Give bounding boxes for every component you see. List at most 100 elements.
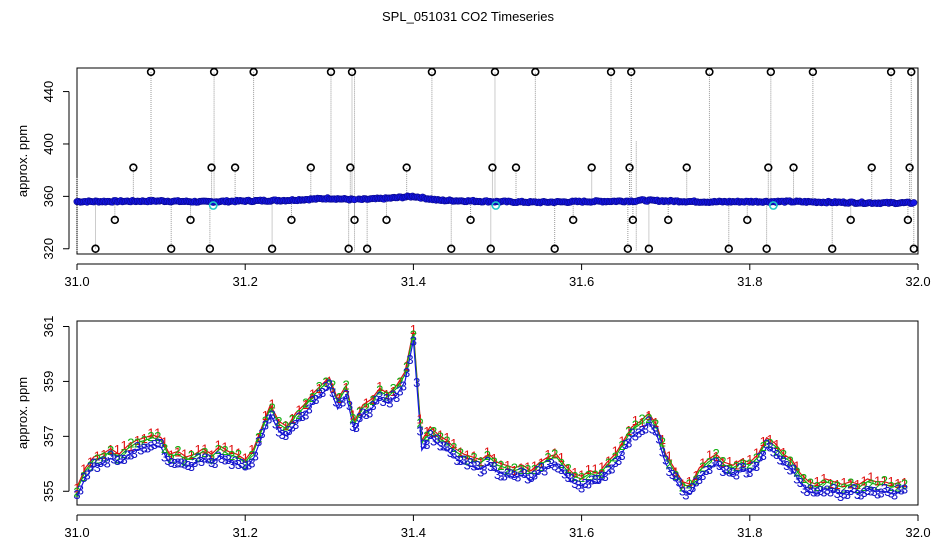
series-2-marker: 2 [511, 460, 518, 475]
series-1-marker: 1 [645, 408, 652, 423]
series-1-marker: 1 [558, 450, 565, 465]
series-2-marker: 2 [161, 441, 168, 456]
series-2-marker: 2 [524, 462, 531, 477]
series-3-marker: 3 [756, 450, 763, 465]
series-3-marker: 3 [221, 453, 228, 468]
series-2-marker: 2 [282, 418, 289, 433]
series-1-marker: 1 [356, 403, 363, 418]
series-3-marker: 3 [571, 476, 578, 491]
series-3-marker: 3 [649, 422, 656, 437]
series-2-marker: 2 [847, 476, 854, 491]
outlier-point [568, 215, 578, 225]
series-2-marker: 2 [477, 454, 484, 469]
series-2-marker: 2 [343, 377, 350, 392]
series-1-marker: 1 [242, 450, 249, 465]
series-1-marker: 1 [524, 460, 531, 475]
series-1-marker: 1 [147, 425, 154, 440]
series-2-marker: 2 [390, 381, 397, 396]
series-1-marker: 1 [820, 471, 827, 486]
series-3-marker: 3 [252, 449, 259, 464]
series-2-marker: 2 [194, 450, 201, 465]
series-1-marker: 1 [134, 433, 141, 448]
series-3-marker: 3 [457, 453, 464, 468]
outlier-point [846, 215, 855, 225]
series-3-marker: 3 [134, 439, 141, 454]
series-1-marker: 1 [268, 397, 275, 412]
series-3-marker: 3 [702, 463, 709, 478]
series-3-marker: 3 [797, 475, 804, 490]
series-3-marker: 3 [824, 483, 831, 498]
series-3-marker: 3 [491, 459, 498, 474]
series-3-marker: 3 [585, 477, 592, 492]
series-3-marker: 3 [534, 463, 541, 478]
top-x-tick-label: 31.0 [64, 274, 89, 289]
series-3-marker: 3 [568, 471, 575, 486]
series-2-marker: 2 [396, 374, 403, 389]
series-3-marker: 3 [231, 454, 238, 469]
series-3-marker: 3 [430, 434, 437, 449]
series-1-marker: 1 [161, 435, 168, 450]
outlier-point [110, 215, 120, 225]
outlier-point [743, 215, 752, 225]
series-3-marker: 3 [807, 482, 814, 497]
series-1-marker: 1 [840, 475, 847, 490]
bottom-panel: 31.0 31.2 31.4 31.6 31.8 32.0 355 357 359 361 appr… [15, 316, 931, 540]
series-1-marker: 1 [437, 427, 444, 442]
series-2-marker: 2 [87, 458, 94, 473]
series-3-marker: 3 [655, 432, 662, 447]
series-2-marker: 2 [800, 471, 807, 486]
series-2-marker: 2 [692, 473, 699, 488]
series-3-marker: 3 [635, 425, 642, 440]
series-1-marker: 1 [363, 396, 370, 411]
series-2-marker: 2 [867, 477, 874, 492]
series-3-marker: 3 [887, 485, 894, 500]
series-3-marker: 3 [706, 462, 713, 477]
series-1-marker: 1 [887, 474, 894, 489]
series-3-marker: 3 [753, 459, 760, 474]
series-3-marker: 3 [628, 425, 635, 440]
series-1-marker: 1 [827, 476, 834, 491]
series-3-marker: 3 [390, 388, 397, 403]
series-3-marker: 3 [87, 460, 94, 475]
series-3-marker: 3 [474, 458, 481, 473]
series-3-marker: 3 [440, 438, 447, 453]
series-3-marker: 3 [205, 451, 212, 466]
outlier-point [402, 163, 411, 172]
series-3-marker: 3 [531, 467, 538, 482]
series-2-marker: 2 [598, 466, 605, 481]
series-3-marker: 3 [686, 483, 693, 498]
series-2-marker: 2 [840, 480, 847, 495]
series-3-marker: 3 [602, 469, 609, 484]
series-1-marker: 1 [336, 391, 343, 406]
series-2-marker: 2 [773, 443, 780, 458]
series-3-marker: 3 [433, 432, 440, 447]
series-3-marker: 3 [679, 484, 686, 499]
outlier-point [762, 244, 771, 253]
series-3-marker: 3 [477, 465, 484, 480]
outlier-point [287, 215, 296, 225]
bottom-x-tick-label: 31.6 [569, 525, 594, 540]
series-3-marker: 3 [696, 472, 703, 487]
series-3-marker: 3 [524, 472, 531, 487]
series-3-marker: 3 [898, 483, 905, 498]
series-3-marker: 3 [248, 455, 255, 470]
series-1-marker: 1 [221, 440, 228, 455]
series-1-marker: 1 [901, 475, 908, 490]
series-1-marker: 1 [591, 462, 598, 477]
series-3-marker: 3 [669, 467, 676, 482]
series-2-marker: 2 [686, 477, 693, 492]
bottom-x-tick-label: 31.0 [64, 525, 89, 540]
series-3-marker: 3 [699, 468, 706, 483]
series-2-marker: 2 [551, 447, 558, 462]
bottom-x-tick-label: 31.2 [233, 525, 258, 540]
series-1-marker: 1 [531, 458, 538, 473]
series-1-marker: 1 [618, 434, 625, 449]
series-1-marker: 1 [376, 379, 383, 394]
series-3-marker: 3 [813, 485, 820, 500]
series-2-marker: 2 [746, 456, 753, 471]
series-3-marker: 3 [528, 470, 535, 485]
series-2-marker: 2 [168, 451, 175, 466]
series-3-marker: 3 [830, 481, 837, 496]
series-3-marker: 3 [470, 459, 477, 474]
series-1-marker: 1 [612, 444, 619, 459]
